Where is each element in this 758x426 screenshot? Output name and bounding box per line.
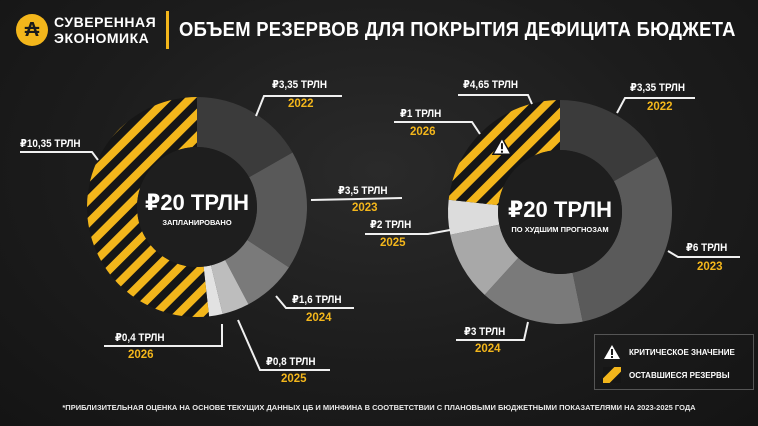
label-value: ₽3,5 ТРЛН [338, 185, 388, 197]
leader-lines [20, 94, 740, 371]
donut-chart-planned [86, 97, 307, 317]
donut-slice-remaining [86, 97, 210, 317]
legend-item-critical: КРИТИЧЕСКОЕ ЗНАЧЕНИЕ [603, 344, 735, 360]
leader-line [275, 295, 354, 309]
label-value: ₽10,35 ТРЛН [20, 138, 81, 150]
header: ₳ СУВЕРЕННАЯ ЭКОНОМИКА ОБЪЕМ РЕЗЕРВОВ ДЛ… [16, 10, 758, 50]
leader-line [616, 97, 695, 114]
planned-center: ₽20 ТРЛН ЗАПЛАНИРОВАНО [132, 190, 262, 227]
label-value: ₽3 ТРЛН [464, 326, 506, 338]
leader-line [20, 151, 99, 161]
footnote: *ПРИБЛИЗИТЕЛЬНАЯ ОЦЕНКА НА ОСНОВЕ ТЕКУЩИ… [62, 403, 696, 412]
label-value: ₽0,4 ТРЛН [115, 332, 165, 344]
label-year: 2026 [128, 349, 154, 361]
leader-line [458, 94, 533, 105]
leader-line [456, 321, 529, 341]
label-year: 2024 [475, 343, 501, 355]
warning-triangle-icon [491, 136, 513, 155]
donut-slice-2022 [560, 100, 658, 182]
brand-line1: СУВЕРЕННАЯ [54, 14, 157, 30]
leader-line [104, 324, 223, 347]
donut-slice-2023 [572, 156, 672, 322]
label-value: ₽4,65 ТРЛН [463, 79, 519, 91]
worst-case-caption: ПО ХУДШИМ ПРОГНОЗАМ [511, 225, 609, 234]
label-value: ₽3,35 ТРЛН [630, 82, 686, 94]
label-year: 2025 [380, 237, 406, 249]
brand-logo-icon: ₳ [16, 14, 48, 46]
leader-line [255, 95, 342, 117]
label-value: ₽3,35 ТРЛН [272, 79, 328, 91]
legend-remaining-label: ОСТАВШИЕСЯ РЕЗЕРВЫ [629, 370, 730, 380]
planned-total: ₽20 ТРЛН [145, 190, 249, 215]
donut-hole [137, 147, 257, 267]
label-year: 2026 [410, 126, 436, 138]
label-year: 2022 [647, 101, 673, 113]
page-title: ОБЪЕМ РЕЗЕРВОВ ДЛЯ ПОКРЫТИЯ ДЕФИЦИТА БЮД… [179, 18, 736, 41]
donut-slice-2022 [197, 97, 293, 178]
brand-line2: ЭКОНОМИКА [54, 30, 150, 46]
donut-slice-2024 [225, 239, 289, 305]
leader-line [237, 319, 330, 371]
hatch-swatch-icon [603, 367, 621, 383]
worst-case-center: ₽20 ТРЛН ПО ХУДШИМ ПРОГНОЗАМ [495, 197, 625, 234]
donut-slice-2023 [247, 152, 307, 268]
label-value: ₽0,8 ТРЛН [266, 356, 316, 368]
donut-slice-2025 [450, 224, 519, 295]
label-year: 2025 [281, 373, 307, 385]
label-year: 2022 [288, 98, 314, 110]
brand-name: СУВЕРЕННАЯ ЭКОНОМИКА [54, 14, 156, 46]
leader-line [365, 229, 451, 235]
label-year: 2023 [697, 261, 723, 273]
donut-chart-worst-case [448, 100, 672, 324]
donut-hole [498, 150, 622, 274]
header-divider [166, 11, 170, 49]
leader-line [394, 121, 481, 135]
label-year: 2024 [306, 312, 332, 324]
leader-line [667, 250, 740, 258]
donut-slice-2026 [448, 199, 500, 235]
donut-slice-2024 [484, 257, 583, 324]
legend: КРИТИЧЕСКОЕ ЗНАЧЕНИЕ ОСТАВШИЕСЯ РЕЗЕРВЫ [594, 334, 754, 390]
label-year: 2023 [352, 202, 378, 214]
legend-item-remaining: ОСТАВШИЕСЯ РЕЗЕРВЫ [603, 367, 730, 383]
label-value: ₽6 ТРЛН [686, 242, 728, 254]
leader-line [310, 197, 403, 201]
legend-critical-label: КРИТИЧЕСКОЕ ЗНАЧЕНИЕ [629, 347, 735, 357]
worst-case-total: ₽20 ТРЛН [508, 197, 612, 222]
label-value: ₽1 ТРЛН [400, 108, 442, 120]
donut-slice-2026 [203, 265, 223, 317]
donut-slice-2025 [211, 260, 249, 314]
label-value: ₽1,6 ТРЛН [292, 294, 342, 306]
planned-caption: ЗАПЛАНИРОВАНО [162, 218, 232, 227]
warning-triangle-icon [604, 345, 620, 359]
label-value: ₽2 ТРЛН [370, 219, 412, 231]
